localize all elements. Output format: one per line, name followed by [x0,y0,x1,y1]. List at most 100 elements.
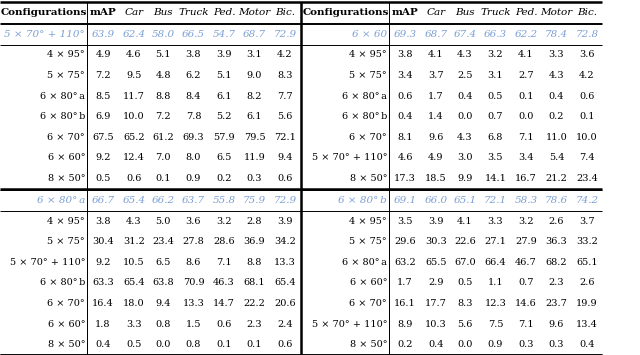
Text: 3.1: 3.1 [488,71,503,80]
Text: 27.9: 27.9 [515,237,537,246]
Text: 8.2: 8.2 [247,92,262,101]
Text: 72.1: 72.1 [484,196,507,205]
Text: 8.1: 8.1 [397,133,413,142]
Text: Motor: Motor [540,8,573,17]
Text: Truck: Truck [480,8,511,17]
Text: 6.5: 6.5 [156,258,171,267]
Text: Bus: Bus [455,8,475,17]
Text: Configurations: Configurations [303,8,389,17]
Text: 4.3: 4.3 [126,217,142,226]
Text: 6 × 80° a: 6 × 80° a [342,92,387,101]
Text: 16.7: 16.7 [515,174,537,183]
Text: 9.4: 9.4 [156,299,171,308]
Text: 4.2: 4.2 [277,50,293,60]
Text: 1.1: 1.1 [488,278,503,288]
Text: 7.8: 7.8 [186,112,201,121]
Text: 23.4: 23.4 [152,237,174,246]
Text: 6 × 70°: 6 × 70° [47,299,85,308]
Text: 3.9: 3.9 [277,217,292,226]
Text: 30.3: 30.3 [425,237,447,246]
Text: 66.7: 66.7 [92,196,115,205]
Text: 0.1: 0.1 [579,112,595,121]
Text: 0.1: 0.1 [518,92,534,101]
Text: 58.3: 58.3 [515,196,538,205]
Text: 13.4: 13.4 [576,320,598,329]
Text: 9.2: 9.2 [95,258,111,267]
Text: 78.4: 78.4 [545,30,568,39]
Text: 75.9: 75.9 [243,196,266,205]
Text: Configurations: Configurations [1,8,87,17]
Text: 11.7: 11.7 [123,92,145,101]
Text: 4 × 95°: 4 × 95° [47,217,85,226]
Text: 0.7: 0.7 [488,112,503,121]
Text: 5.1: 5.1 [216,71,232,80]
Text: 5.6: 5.6 [458,320,473,329]
Text: 7.1: 7.1 [518,320,534,329]
Text: 2.4: 2.4 [277,320,293,329]
Text: 7.7: 7.7 [277,92,293,101]
Text: 2.6: 2.6 [548,217,564,226]
Text: 1.7: 1.7 [428,92,444,101]
Text: 3.7: 3.7 [428,71,444,80]
Text: 11.0: 11.0 [546,133,568,142]
Text: 8.0: 8.0 [186,153,201,162]
Text: 8.4: 8.4 [186,92,201,101]
Text: 3.3: 3.3 [126,320,142,329]
Text: 23.4: 23.4 [576,174,598,183]
Text: 67.4: 67.4 [453,30,477,39]
Text: 66.3: 66.3 [484,30,507,39]
Text: 8 × 50°: 8 × 50° [349,340,387,349]
Text: 6 × 80° b: 6 × 80° b [342,112,387,121]
Text: 0.6: 0.6 [277,340,292,349]
Text: 17.3: 17.3 [394,174,416,183]
Text: 8.3: 8.3 [277,71,292,80]
Text: 2.9: 2.9 [428,278,444,288]
Text: 7.1: 7.1 [216,258,232,267]
Text: 0.4: 0.4 [397,112,413,121]
Text: 8.6: 8.6 [186,258,201,267]
Text: 46.3: 46.3 [213,278,235,288]
Text: Bic.: Bic. [275,8,295,17]
Text: 10.5: 10.5 [123,258,145,267]
Text: 68.1: 68.1 [244,278,266,288]
Text: 54.7: 54.7 [212,30,236,39]
Text: 5 × 70° + 110°: 5 × 70° + 110° [312,153,387,162]
Text: 5.0: 5.0 [156,217,171,226]
Text: 57.9: 57.9 [213,133,235,142]
Text: 63.3: 63.3 [92,278,114,288]
Text: 4.3: 4.3 [457,133,473,142]
Text: 14.7: 14.7 [213,299,235,308]
Text: 63.2: 63.2 [394,258,416,267]
Text: 13.3: 13.3 [274,258,296,267]
Text: 28.6: 28.6 [213,237,235,246]
Text: 65.1: 65.1 [453,196,477,205]
Text: 8 × 50°: 8 × 50° [47,340,85,349]
Text: 3.8: 3.8 [95,217,111,226]
Text: Car: Car [124,8,143,17]
Text: 2.7: 2.7 [518,71,534,80]
Text: 0.8: 0.8 [186,340,201,349]
Text: 67.5: 67.5 [92,133,114,142]
Text: 72.8: 72.8 [575,30,598,39]
Text: 5 × 75°: 5 × 75° [349,71,387,80]
Text: 7.2: 7.2 [155,112,171,121]
Text: 4.9: 4.9 [95,50,111,60]
Text: 0.2: 0.2 [216,174,232,183]
Text: 69.1: 69.1 [394,196,417,205]
Text: 18.0: 18.0 [123,299,145,308]
Text: 6 × 80° a: 6 × 80° a [40,92,85,101]
Text: 2.3: 2.3 [548,278,564,288]
Text: 3.0: 3.0 [457,153,473,162]
Text: 6 × 80° b: 6 × 80° b [339,196,387,205]
Text: 3.5: 3.5 [397,217,413,226]
Text: 20.6: 20.6 [274,299,296,308]
Text: 5 × 70° + 110°: 5 × 70° + 110° [4,30,85,39]
Text: 12.4: 12.4 [123,153,145,162]
Text: 0.0: 0.0 [156,340,171,349]
Text: 18.5: 18.5 [425,174,447,183]
Text: 3.9: 3.9 [216,50,232,60]
Text: 4.3: 4.3 [457,50,473,60]
Text: 5 × 70° + 110°: 5 × 70° + 110° [10,258,85,267]
Text: 0.1: 0.1 [247,340,262,349]
Text: 58.0: 58.0 [152,30,175,39]
